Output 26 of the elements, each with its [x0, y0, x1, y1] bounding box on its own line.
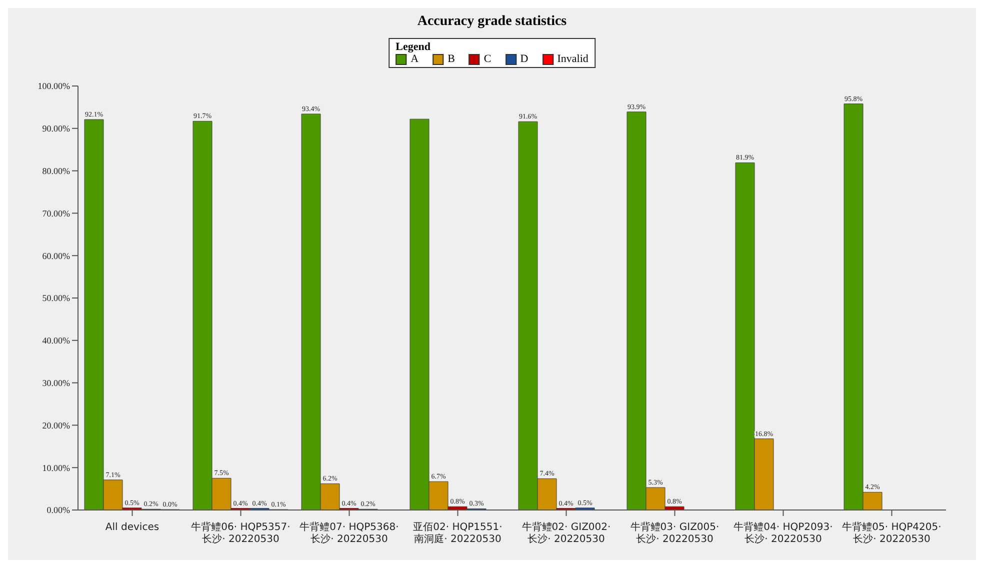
x-tick-label: 亚佰02· HQP1551· 南洞庭· 20220530: [413, 522, 502, 545]
y-tick-label: 50.00%: [42, 293, 70, 304]
legend-label: C: [482, 53, 492, 65]
x-tick-label: 牛背鳢02· GIZ002· 长沙· 20220530: [522, 521, 611, 545]
legend-label: A: [410, 53, 419, 65]
chart-title: Accuracy grade statistics: [416, 14, 568, 30]
x-tick-label: 牛背鳢06· HQP5357· 长沙· 20220530: [191, 521, 290, 545]
y-tick-label: 100.00%: [38, 81, 70, 92]
legend-label: Invalid: [556, 53, 588, 65]
y-tick-label: 0.00%: [46, 505, 70, 516]
y-tick-label: 40.00%: [42, 336, 70, 346]
legend-label: D: [519, 53, 528, 65]
y-tick-label: 80.00%: [42, 166, 70, 176]
x-tick-label: 牛背鳢04· HQP2093· 长沙· 20220530: [734, 521, 833, 545]
x-tick-label: 牛背鳢07· HQP5368· 长沙· 20220530: [300, 521, 399, 545]
x-tick-label: 牛背鳢03· GIZ005· 长沙· 20220530: [630, 521, 720, 545]
y-tick-label: 10.00%: [42, 462, 70, 473]
y-tick-label: 60.00%: [42, 250, 70, 261]
x-tick-label: All devices: [105, 522, 160, 533]
x-tick-label: 牛背鳢05· HQP4205· 长沙· 20220530: [842, 521, 942, 545]
legend-label: B: [446, 53, 455, 65]
legend-title: Legend: [396, 41, 432, 53]
y-tick-label: 90.00%: [42, 124, 70, 134]
y-tick-label: 30.00%: [42, 378, 70, 388]
y-tick-label: 20.00%: [42, 420, 70, 430]
y-tick-label: 70.00%: [42, 208, 70, 218]
